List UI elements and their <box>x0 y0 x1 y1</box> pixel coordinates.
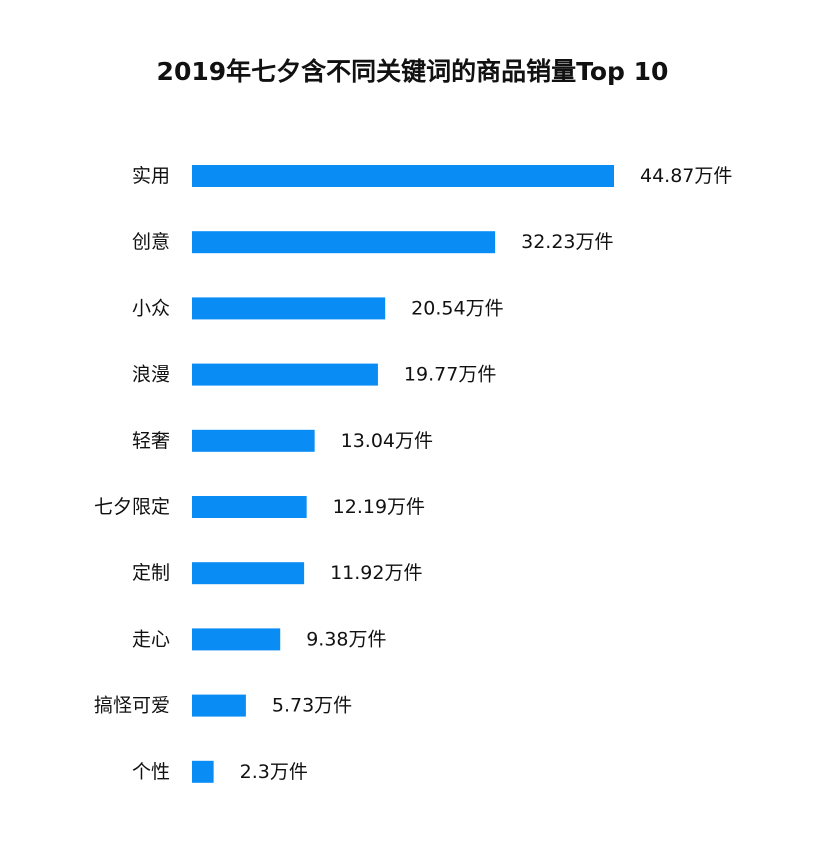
category-label: 定制 <box>132 562 170 584</box>
value-label: 9.38万件 <box>306 628 386 650</box>
value-label: 19.77万件 <box>404 364 496 386</box>
value-label: 20.54万件 <box>411 297 503 319</box>
bar <box>192 760 214 783</box>
category-label: 实用 <box>132 165 170 187</box>
category-label: 浪漫 <box>132 364 170 386</box>
chart-title: 2019年七夕含不同关键词的商品销量Top 10 <box>156 57 669 86</box>
value-label: 5.73万件 <box>272 695 352 717</box>
bar <box>192 297 386 320</box>
bar <box>192 429 315 452</box>
bar <box>192 562 305 585</box>
category-label: 轻奢 <box>132 430 170 452</box>
category-label: 搞怪可爱 <box>94 695 170 717</box>
value-label: 11.92万件 <box>330 562 422 584</box>
category-label: 小众 <box>132 297 170 319</box>
bar <box>192 694 246 717</box>
category-label: 走心 <box>132 628 170 650</box>
value-label: 2.3万件 <box>240 761 308 783</box>
bar <box>192 496 307 518</box>
category-label: 七夕限定 <box>94 496 170 518</box>
bar <box>192 363 378 386</box>
category-label: 个性 <box>132 761 170 783</box>
value-label: 13.04万件 <box>341 430 433 452</box>
bar <box>192 628 281 651</box>
category-label: 创意 <box>132 231 170 253</box>
value-label: 44.87万件 <box>640 165 732 187</box>
bar <box>192 165 614 187</box>
bar <box>192 231 496 254</box>
value-label: 32.23万件 <box>521 231 613 253</box>
value-label: 12.19万件 <box>333 496 425 518</box>
